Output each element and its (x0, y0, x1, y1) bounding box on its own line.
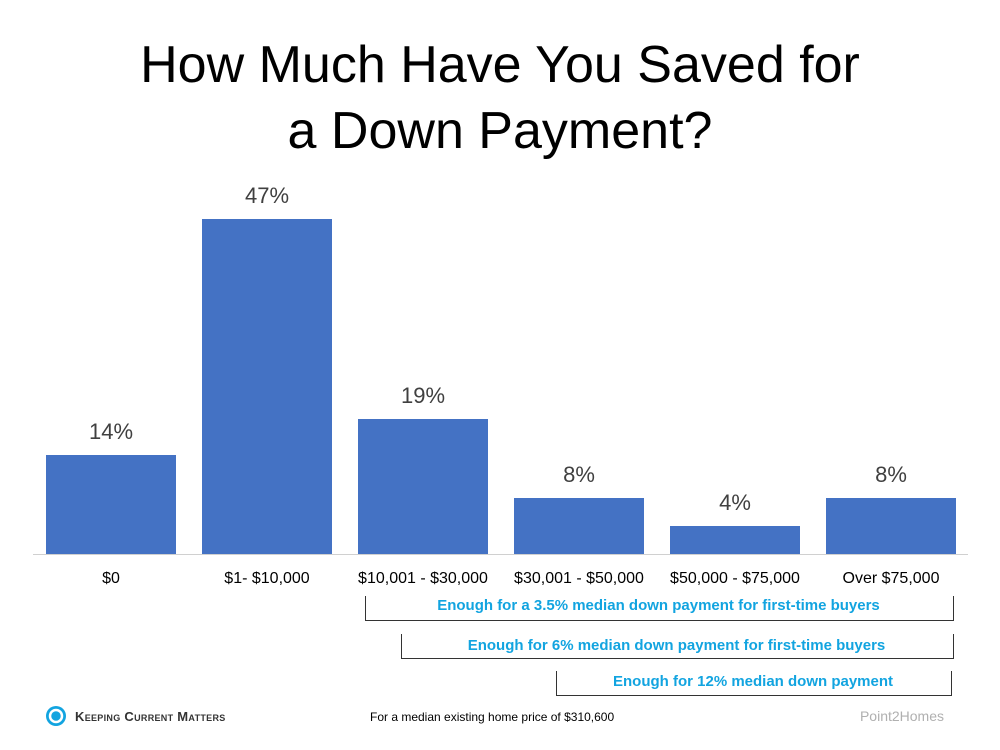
title-line-1: How Much Have You Saved for (140, 36, 860, 94)
bar (358, 419, 488, 555)
annotation-bracket (365, 596, 954, 621)
logo-text: Keeping Current Matters (75, 708, 226, 724)
category-label: $0 (102, 570, 120, 587)
bar (202, 219, 332, 555)
annotation-text: Enough for a 3.5% median down payment fo… (437, 597, 880, 614)
bar (514, 497, 644, 555)
category-label: Over $75,000 (842, 570, 940, 587)
annotation-text: Enough for 12% median down payment (612, 673, 894, 690)
category-label: $1- $10,000 (224, 570, 310, 587)
category-label: $30,001 - $50,000 (514, 570, 644, 587)
value-label: 8% (875, 461, 907, 487)
footnote: For a median existing home price of $310… (370, 710, 615, 724)
x-axis-line (33, 554, 968, 555)
bar (826, 497, 956, 555)
value-label: 8% (563, 461, 595, 487)
bar (46, 454, 176, 555)
kcm-logo: Keeping Current Matters (45, 705, 226, 727)
category-label: $50,000 - $75,000 (670, 570, 800, 587)
chart-title: How Much Have You Saved for a Down Payme… (0, 32, 1000, 164)
value-label: 14% (88, 418, 134, 444)
value-label: 47% (244, 183, 290, 208)
value-label: 19% (400, 383, 446, 409)
source-label: Point2Homes (859, 708, 944, 724)
annotation-bracket (556, 671, 952, 696)
value-label: 4% (719, 490, 751, 516)
annotation-text: Enough for 6% median down payment for fi… (467, 637, 886, 654)
category-label: $10,001 - $30,000 (358, 570, 488, 587)
title-line-2: a Down Payment? (287, 102, 713, 160)
bar (670, 526, 800, 555)
kcm-swirl-icon (46, 706, 66, 726)
annotation-bracket (401, 634, 954, 659)
